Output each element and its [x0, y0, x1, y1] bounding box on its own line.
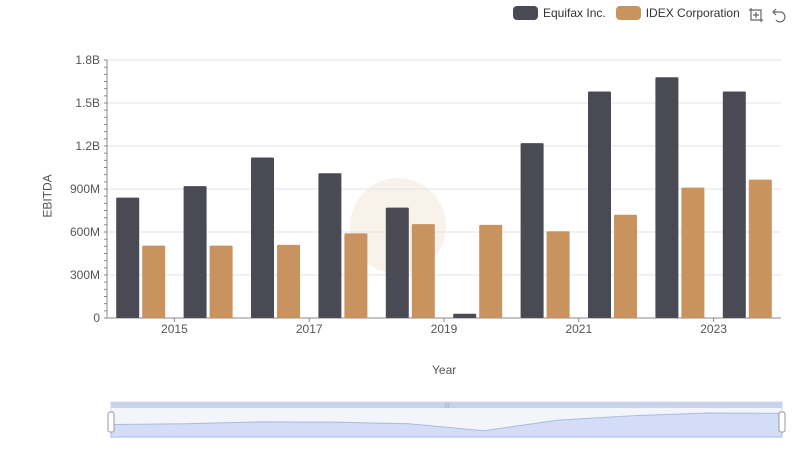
bar-idex[interactable] [748, 179, 772, 318]
chart-legend: Equifax Inc. IDEX Corporation [513, 4, 750, 22]
x-tick-label: 2017 [296, 322, 323, 336]
y-tick-label: 600M [70, 225, 100, 239]
x-tick-label: 2023 [700, 322, 727, 336]
x-tick-label: 2021 [565, 322, 592, 336]
restore-icon[interactable] [772, 7, 788, 23]
y-tick-label: 1.2B [75, 139, 100, 153]
x-tick-label: 2019 [431, 322, 458, 336]
bar-idex[interactable] [277, 244, 300, 318]
y-axis-title: EBITDA [40, 174, 55, 218]
y-tick-label: 1.8B [75, 53, 100, 67]
bar-idex[interactable] [142, 245, 166, 318]
bar-equifax[interactable] [116, 197, 140, 318]
chart-toolbox [748, 7, 788, 23]
x-axis-title: Year [432, 363, 457, 377]
bar-equifax[interactable] [520, 143, 544, 318]
legend-label-equifax: Equifax Inc. [543, 6, 606, 20]
bar-equifax[interactable] [318, 173, 342, 318]
y-tick-label: 1.5B [75, 96, 100, 110]
bar-equifax[interactable] [453, 313, 477, 318]
x-tick-label: 2015 [161, 322, 188, 336]
legend-item-idex[interactable]: IDEX Corporation [615, 6, 740, 20]
bar-idex[interactable] [614, 214, 637, 318]
bar-idex[interactable] [681, 187, 705, 318]
bar-equifax[interactable] [183, 186, 207, 318]
datazoom-preview [110, 412, 783, 438]
datazoom-grip-icon: ||| [445, 403, 449, 409]
legend-label-idex: IDEX Corporation [645, 6, 740, 20]
bar-idex[interactable] [479, 224, 503, 318]
y-tick-label: 0 [93, 311, 100, 325]
y-tick-label: 300M [70, 268, 100, 282]
y-tick-label: 900M [70, 182, 100, 196]
bar-idex[interactable] [209, 245, 233, 318]
legend-item-equifax[interactable]: Equifax Inc. [513, 6, 606, 20]
bar-idex[interactable] [344, 233, 368, 318]
legend-swatch-equifax [513, 6, 538, 20]
zoom-icon[interactable] [748, 7, 764, 23]
datazoom-handle-right[interactable] [778, 411, 786, 433]
bar-equifax[interactable] [385, 207, 409, 318]
datazoom-top-bar[interactable] [111, 402, 782, 408]
datazoom-handle-left[interactable] [107, 411, 115, 433]
bar-equifax[interactable] [722, 91, 746, 319]
bar-equifax[interactable] [588, 91, 611, 319]
bar-idex[interactable] [546, 231, 570, 318]
bar-equifax[interactable] [251, 157, 274, 318]
bar-idex[interactable] [411, 224, 435, 318]
legend-swatch-idex [615, 6, 641, 20]
bar-equifax[interactable] [655, 77, 679, 318]
